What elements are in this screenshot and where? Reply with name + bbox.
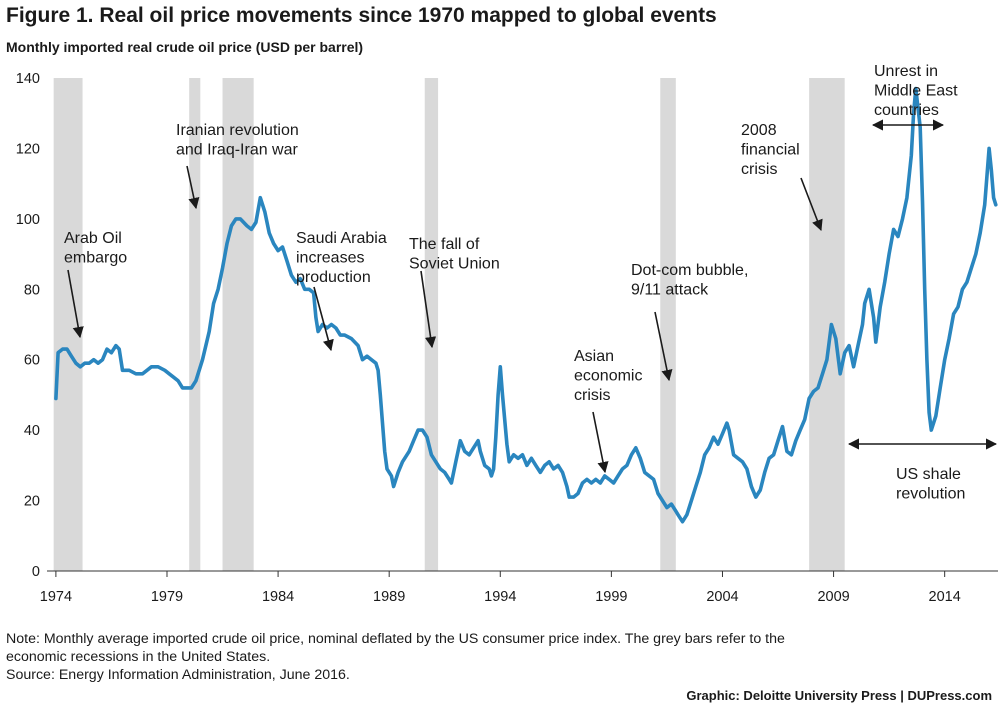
recession-bar-5 [809, 78, 845, 571]
annotation-asian-line-1: economic [574, 368, 642, 385]
recession-bar-2 [222, 78, 254, 571]
y-tick-label-0: 0 [32, 564, 40, 580]
x-tick-label-2004: 2004 [706, 589, 738, 605]
annotation-asian-line-0: Asian [574, 348, 614, 365]
annotation-saudi-line-2: production [296, 269, 371, 286]
annotation-iranian-line-1: and Iraq-Iran war [176, 142, 299, 159]
graphic-credit: Graphic: Deloitte University Press | DUP… [686, 688, 992, 703]
annotation-financial-line-0: 2008 [741, 122, 777, 139]
x-tick-label-1979: 1979 [151, 589, 183, 605]
chart-title: Figure 1. Real oil price movements since… [6, 4, 717, 27]
series-line-0 [54, 86, 998, 524]
recession-bar-4 [660, 78, 676, 571]
annotation-unrest-line-1: Middle East [874, 83, 958, 100]
source-line: Source: Energy Information Administratio… [6, 667, 350, 683]
x-tick-label-1974: 1974 [40, 589, 72, 605]
chart-note: Note: Monthly average imported crude oil… [6, 630, 991, 684]
event-annotations: Arab Oil embargo Iranian revolution and Ira… [64, 63, 998, 503]
y-tick-label-80: 80 [24, 282, 40, 298]
oil-price-chart: 0 20 40 60 80 100 120 140 1974 1979 1984 1989 1994 19… [16, 63, 998, 605]
note-line-1: Note: Monthly average imported crude oil… [6, 631, 785, 647]
annotation-soviet-line-0: The fall of [409, 236, 480, 253]
x-tick-label-1989: 1989 [373, 589, 405, 605]
annotation-dotcom-line-1: 9/11 attack [631, 282, 709, 299]
annotation-saudi-line-1: increases [296, 250, 364, 267]
annotation-soviet-arrow [420, 270, 437, 349]
annotation-arab-oil-line-1: embargo [64, 250, 127, 267]
x-tick-label-2014: 2014 [929, 589, 961, 605]
recession-bar-3 [424, 78, 439, 571]
annotation-shale-line-0: US shale [896, 466, 961, 483]
note-line-2: economic recessions in the United States… [6, 649, 271, 665]
x-tick-label-1994: 1994 [484, 589, 516, 605]
annotation-unrest-line-0: Unrest in [874, 63, 938, 80]
annotation-financial-line-2: crisis [741, 161, 777, 178]
annotation-asian-arrow [592, 411, 609, 474]
axes: 0 20 40 60 80 100 120 140 1974 1979 1984 1989 1994 19… [16, 71, 998, 605]
annotation-arab-oil-arrow [67, 269, 84, 339]
annotation-arab-oil-line-0: Arab Oil [64, 230, 122, 247]
annotation-saudi-line-0: Saudi Arabia [296, 230, 387, 247]
chart-subtitle: Monthly imported real crude oil price (U… [6, 39, 364, 55]
recession-bar-1 [189, 78, 201, 571]
y-tick-label-100: 100 [16, 212, 40, 228]
y-tick-label-60: 60 [24, 353, 40, 369]
y-tick-label-140: 140 [16, 71, 40, 87]
price-series [54, 86, 998, 524]
annotation-financial-arrow [800, 177, 823, 232]
annotation-iranian-arrow [186, 165, 200, 210]
x-tick-label-2009: 2009 [817, 589, 849, 605]
annotation-dotcom-arrow [654, 311, 673, 382]
annotation-asian-line-2: crisis [574, 387, 610, 404]
annotation-saudi-arrow [313, 286, 334, 352]
annotation-unrest-line-2: countries [874, 102, 939, 119]
annotation-iranian-line-0: Iranian revolution [176, 122, 299, 139]
y-tick-label-120: 120 [16, 141, 40, 157]
annotation-financial-line-1: financial [741, 142, 800, 159]
y-tick-label-20: 20 [24, 494, 40, 510]
y-tick-label-40: 40 [24, 423, 40, 439]
x-tick-label-1984: 1984 [262, 589, 294, 605]
annotation-soviet-line-1: Soviet Union [409, 256, 500, 273]
annotation-dotcom-line-0: Dot-com bubble, [631, 262, 748, 279]
recession-bars [53, 78, 845, 571]
annotation-shale-line-1: revolution [896, 486, 965, 503]
x-tick-label-1999: 1999 [595, 589, 627, 605]
